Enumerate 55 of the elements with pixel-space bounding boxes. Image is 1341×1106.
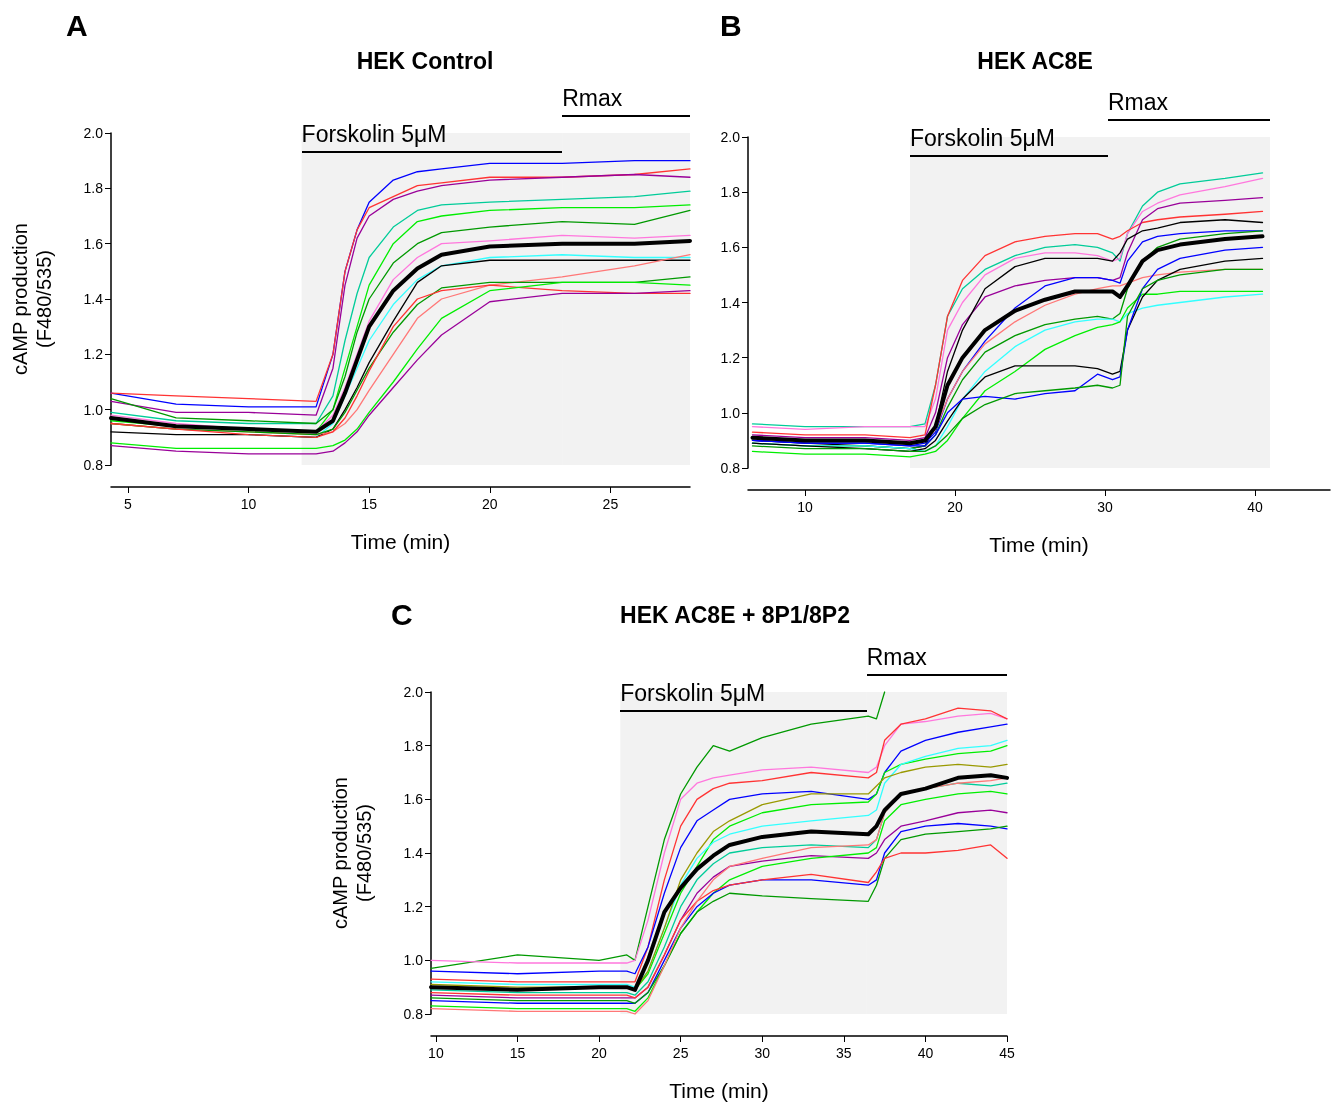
chart-title: HEK AC8E <box>977 47 1093 74</box>
y-tick-label: 1.8 <box>83 180 104 197</box>
band-label: Forskolin 5μM <box>620 679 766 706</box>
x-tick-label: 20 <box>481 496 498 512</box>
x-tick-label: 10 <box>797 499 813 515</box>
x-tick-label: 40 <box>917 1045 934 1061</box>
band-label: Rmax <box>562 84 623 111</box>
y-tick-label: 2.0 <box>403 684 424 700</box>
y-axis-title: cAMP production (F480/535) <box>9 223 55 375</box>
y-tick-label: 1.4 <box>403 845 424 861</box>
x-axis-title: Time (min) <box>669 1079 769 1102</box>
x-tick-label: 30 <box>1097 499 1113 515</box>
band-label: Forskolin 5μM <box>910 124 1055 151</box>
y-tick-label: 1.8 <box>720 184 741 201</box>
text: B <box>720 8 742 42</box>
x-tick-label: 35 <box>836 1045 852 1061</box>
y-tick-label: 1.6 <box>83 235 104 252</box>
y-tick-label: 1.0 <box>83 401 104 418</box>
y-tick-label: 0.8 <box>83 457 104 473</box>
x-tick-label: 30 <box>754 1045 771 1061</box>
y-tick-label: 1.0 <box>403 952 424 969</box>
chart-title: HEK AC8E + 8P1/8P2 <box>620 601 850 628</box>
band-label: Rmax <box>1108 88 1169 115</box>
x-tick-label: 40 <box>1247 499 1263 515</box>
x-tick-label: 15 <box>509 1045 526 1061</box>
text: A <box>66 8 88 42</box>
x-tick-label: 25 <box>602 496 619 512</box>
band-label: Forskolin 5μM <box>301 120 447 147</box>
x-tick-label: 10 <box>240 496 257 512</box>
y-tick-label: 1.8 <box>403 737 424 754</box>
x-tick-label: 5 <box>123 496 132 512</box>
x-axis-title: Time (min) <box>989 533 1089 556</box>
y-tick-label: 1.4 <box>720 294 741 311</box>
y-tick-label: 2.0 <box>83 125 104 141</box>
y-tick-label: 1.2 <box>720 349 741 366</box>
y-tick-label: 1.6 <box>403 791 424 808</box>
y-tick-label: 2.0 <box>720 129 741 145</box>
y-axis-title: cAMP production (F480/535) <box>329 777 375 929</box>
x-tick-label: 45 <box>999 1045 1015 1061</box>
y-tick-label: 0.8 <box>403 1006 424 1022</box>
x-axis-title: Time (min) <box>350 530 451 553</box>
y-tick-label: 1.2 <box>83 346 104 363</box>
y-tick-label: 1.4 <box>83 291 104 307</box>
y-tick-label: 0.8 <box>720 460 741 476</box>
band-label: Rmax <box>866 643 928 670</box>
y-tick-label: 1.0 <box>720 404 741 421</box>
x-tick-label: 20 <box>947 499 963 515</box>
x-tick-label: 20 <box>591 1045 608 1061</box>
text: C <box>391 597 413 631</box>
x-tick-label: 10 <box>428 1045 444 1061</box>
y-tick-label: 1.6 <box>720 239 741 256</box>
x-tick-label: 25 <box>672 1045 689 1061</box>
x-tick-label: 15 <box>361 496 378 512</box>
chart-title: HEK Control <box>356 47 494 74</box>
y-tick-label: 1.2 <box>403 898 424 915</box>
